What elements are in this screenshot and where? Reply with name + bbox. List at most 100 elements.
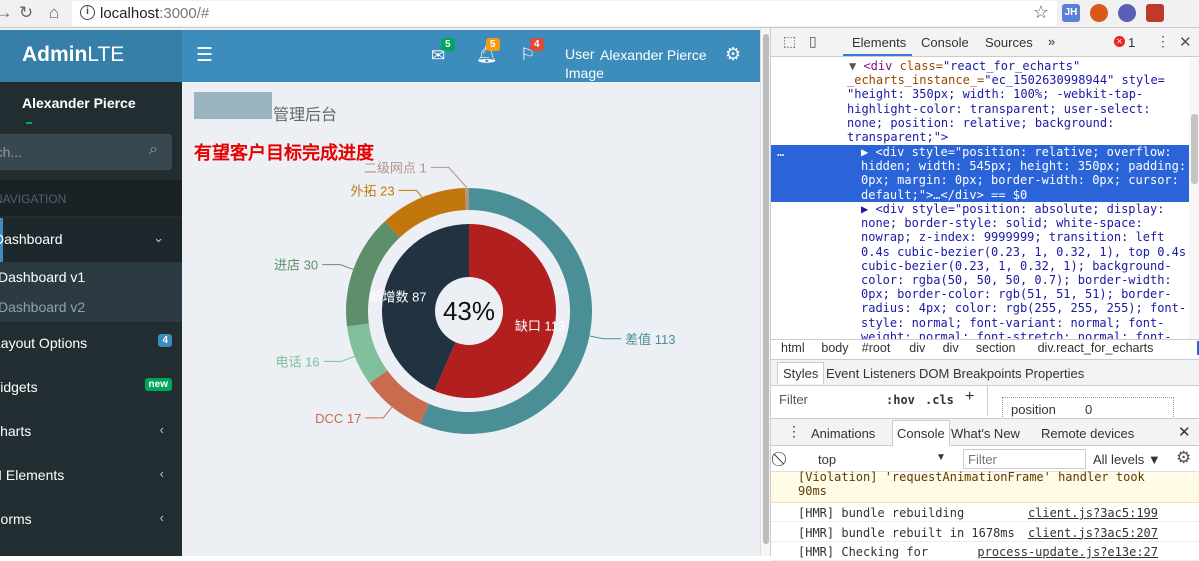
dropdown-arrow-icon[interactable]: ▼ — [936, 452, 946, 463]
outer-ring-slice[interactable] — [369, 370, 429, 424]
bookmark-star-icon[interactable]: ☆ — [1032, 2, 1049, 22]
header-user-name[interactable]: Alexander Pierce — [600, 47, 707, 63]
code-line[interactable]: none; position: relative; background: — [847, 116, 1114, 130]
code-line[interactable]: none; border-style: solid; white-space: — [861, 216, 1143, 231]
outer-ring-slice[interactable] — [346, 221, 400, 327]
tab-animations[interactable]: Animations — [811, 426, 876, 441]
code-line[interactable]: transparent;"> — [847, 130, 948, 144]
console-filter-input[interactable]: Filter — [963, 449, 1086, 469]
sidebar-item-charts[interactable]: Charts ‹ — [0, 410, 182, 454]
outer-ring-slice[interactable] — [465, 188, 469, 211]
sidebar-item-forms[interactable]: Forms ‹ — [0, 498, 182, 542]
add-rule-icon[interactable]: + — [965, 388, 975, 405]
inspect-element-icon[interactable]: ⬚ — [783, 33, 797, 49]
page-scrollbar[interactable] — [760, 28, 770, 556]
error-icon[interactable]: ✕ — [1114, 36, 1125, 47]
extension-icon[interactable] — [1118, 4, 1136, 22]
code-line[interactable]: ▶ <div style="position: absolute; displa… — [861, 202, 1165, 216]
code-line[interactable]: style: normal; font-variant: normal; fon… — [861, 315, 1165, 330]
tab-properties[interactable]: Properties — [1025, 366, 1085, 381]
code-line[interactable]: color: rgba(50, 50, 50, 0.7); border-wid… — [861, 273, 1172, 287]
sidebar-item-dashboard-v2[interactable]: Dashboard v2 — [0, 299, 86, 315]
console-settings-gear-icon[interactable]: ⚙ — [1176, 448, 1192, 467]
breadcrumb-item[interactable]: body — [821, 341, 849, 355]
outer-ring-leader-line — [365, 406, 393, 419]
cls-toggle[interactable]: .cls — [925, 393, 954, 407]
elements-scrollbar[interactable] — [1189, 58, 1199, 368]
address-bar[interactable]: i localhost:3000/# ☆ — [72, 1, 1057, 26]
close-devtools-icon[interactable]: ✕ — [1179, 34, 1192, 51]
breadcrumb-item[interactable]: div — [909, 341, 926, 355]
code-line[interactable]: "height: 350px; width: 100%; -webkit-tap… — [847, 87, 1143, 101]
code-line[interactable]: cubic-bezier(0.23, 1, 0.32, 1); backgrou… — [861, 258, 1172, 273]
elements-tree[interactable]: ▼ <div class="react_for_echarts" _echarts… — [771, 59, 1189, 367]
outer-ring-label: 电话 16 — [276, 354, 320, 369]
forward-icon[interactable]: → — [0, 3, 13, 22]
drawer-menu-icon[interactable]: ⋮ — [787, 423, 801, 439]
tab-sources[interactable]: Sources — [985, 35, 1033, 50]
breadcrumb-item[interactable]: div — [1196, 341, 1199, 355]
context-select[interactable]: top — [818, 452, 837, 467]
code-line[interactable]: radius: 4px; color: rgb(255, 255, 255); … — [861, 301, 1187, 316]
tab-elements[interactable]: Elements — [852, 35, 907, 50]
inner-pie-slice[interactable] — [434, 224, 556, 398]
sidebar-item-dashboard[interactable]: Dashboard ⌄ — [0, 218, 182, 262]
sidebar-search[interactable]: Search... ⌕ — [0, 134, 172, 170]
extension-jh-icon[interactable]: JH — [1062, 4, 1080, 22]
breadcrumb-item[interactable]: #root — [861, 341, 891, 355]
info-icon[interactable]: i — [80, 5, 95, 20]
donut-chart[interactable]: 差值 113 DCC 17 电话 16 进店 30 外拓 23 二级网点 1 缺口 113 新… — [182, 82, 760, 556]
logo[interactable]: AdminLTE — [0, 30, 182, 82]
search-icon[interactable]: ⌕ — [149, 141, 158, 158]
scrollbar-thumb[interactable] — [763, 34, 769, 544]
reload-icon[interactable]: ↻ — [18, 3, 34, 22]
tab-console[interactable]: Console — [921, 35, 969, 50]
sidebar-item-ui-elements[interactable]: UI Elements ‹ — [0, 454, 182, 498]
code-line[interactable]: _echarts_instance_="ec_1502630998944" st… — [847, 73, 1165, 87]
breadcrumb-item[interactable]: section — [975, 341, 1016, 355]
log-levels-select[interactable]: All levels ▼ — [1093, 452, 1161, 467]
tab-drawer-console[interactable]: Console — [892, 420, 950, 446]
tab-dom-breakpoints[interactable]: DOM Breakpoints — [919, 366, 1022, 381]
console-log-source-link[interactable]: client.js?3ac5:207 — [1027, 525, 1158, 540]
logo-bold: Admin — [22, 43, 88, 66]
code-line[interactable]: 0.4s cubic-bezier(0.23, 1, 0.32, 1), top… — [861, 244, 1187, 259]
search-input[interactable]: Search... — [0, 144, 23, 160]
code-line[interactable]: highlight-color: transparent; user-selec… — [847, 102, 1150, 116]
console-log-source-link[interactable]: client.js?3ac5:199 — [1027, 506, 1158, 520]
extension-icon[interactable] — [1146, 4, 1164, 22]
more-tabs-button[interactable]: » — [1048, 34, 1056, 49]
inner-pie-slice[interactable] — [381, 224, 469, 391]
error-count[interactable]: 1 — [1128, 35, 1136, 50]
hov-toggle[interactable]: :hov — [886, 393, 915, 407]
tab-remote-devices[interactable]: Remote devices — [1041, 426, 1135, 441]
sidebar-item-layout-options[interactable]: Layout Options 4 — [0, 322, 182, 366]
tab-styles[interactable]: Styles — [777, 362, 825, 384]
outer-ring-slice[interactable] — [420, 188, 592, 434]
user-image-alt[interactable]: User Image — [565, 46, 604, 81]
home-icon[interactable]: ⌂ — [48, 3, 60, 22]
breadcrumb-item[interactable]: div.react_for_echarts — [1037, 341, 1154, 355]
node-actions-icon[interactable]: … — [777, 145, 785, 159]
hamburger-menu-icon[interactable]: ☰ — [196, 45, 214, 66]
styles-filter-input[interactable]: Filter — [779, 392, 808, 407]
sidebar-item-widgets[interactable]: Widgets new — [0, 366, 182, 410]
envelope-icon[interactable]: ✉ — [431, 46, 446, 65]
code-line[interactable]: nowrap; z-index: 9999999; transition: le… — [861, 230, 1165, 245]
outer-ring-slice[interactable] — [384, 188, 466, 238]
gears-icon[interactable]: ⚙ — [725, 44, 742, 64]
code-line[interactable]: 0px; border-color: rgb(51, 51, 51); bord… — [861, 287, 1172, 302]
close-drawer-icon[interactable]: ✕ — [1178, 424, 1191, 441]
breadcrumb-item[interactable]: div — [942, 341, 959, 355]
console-log-source-link[interactable]: process-update.js?e13e:27 — [977, 545, 1158, 559]
breadcrumb-item[interactable]: html — [781, 341, 805, 355]
sidebar-item-dashboard-v1[interactable]: Dashboard v1 — [0, 269, 86, 285]
selected-node[interactable]: … ▶ <div style="position: relative; overf… — [771, 145, 1189, 202]
outer-ring-slice[interactable] — [346, 323, 388, 384]
tab-event-listeners[interactable]: Event Listeners — [826, 366, 916, 381]
kebab-menu-icon[interactable]: ⋮ — [1156, 33, 1170, 49]
tab-whats-new[interactable]: What's New — [951, 426, 1020, 441]
extension-icon[interactable] — [1090, 4, 1108, 22]
code-line[interactable]: ▼ <div class="react_for_echarts" — [849, 59, 1080, 73]
device-toolbar-icon[interactable]: ▯ — [809, 33, 817, 49]
